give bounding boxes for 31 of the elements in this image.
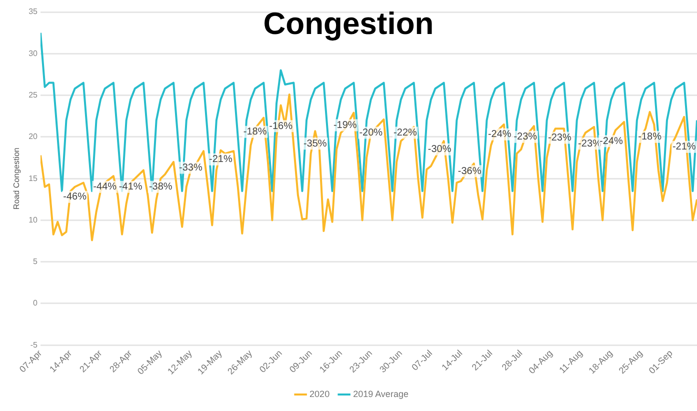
annotation: -23%	[548, 132, 572, 144]
y-tick-label: 35	[28, 7, 38, 16]
y-tick-label: 25	[28, 90, 38, 100]
annotation: -46%	[63, 192, 87, 203]
annotation: -44%	[93, 182, 117, 193]
annotation: -21%	[209, 154, 232, 166]
annotation: -23%	[578, 138, 602, 150]
annotation: -19%	[333, 120, 357, 132]
annotation: -30%	[428, 144, 452, 156]
legend-label: 2020	[310, 388, 330, 399]
y-tick-label: 15	[28, 174, 38, 183]
y-tick-label: -5	[30, 340, 38, 350]
annotation: -16%	[269, 120, 293, 132]
y-tick-label: 0	[33, 298, 38, 308]
annotation: -24%	[488, 129, 512, 140]
annotation: -22%	[394, 128, 417, 139]
y-tick-label: 20	[28, 132, 38, 142]
y-tick-label: 5	[33, 257, 38, 266]
annotation: -21%	[672, 142, 696, 153]
annotation: -35%	[303, 138, 327, 150]
y-tick-label: 10	[28, 215, 38, 224]
annotation: -36%	[458, 166, 482, 177]
annotation: -41%	[118, 182, 142, 193]
legend-label: 2019 Average	[353, 388, 408, 399]
annotation: -38%	[148, 182, 172, 193]
annotation: -18%	[243, 126, 267, 138]
y-tick-label: 30	[28, 48, 38, 58]
annotation: -18%	[638, 132, 662, 143]
y-axis-title: Road Congestion	[12, 148, 22, 210]
annotation: -33%	[179, 162, 202, 174]
chart-title: Congestion	[263, 6, 434, 41]
